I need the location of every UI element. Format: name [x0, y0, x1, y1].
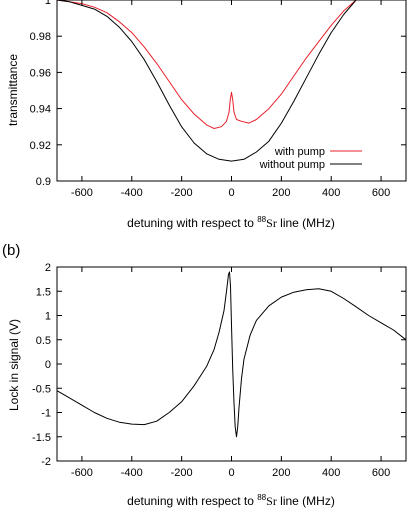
transmittance-x-axis-label: detuning with respect to 88Sr line (MHz)	[127, 215, 335, 230]
y-tick-label: 0.98	[30, 31, 51, 43]
x-label-element: Sr	[266, 216, 277, 230]
x-tick-label: -200	[171, 467, 193, 479]
y-tick-label: 1	[45, 0, 51, 7]
lock-in-plot-frame	[56, 266, 407, 462]
series-line-without-pump	[56, 0, 357, 162]
x-tick-label: 200	[272, 467, 290, 479]
x-label-isotope: 88	[257, 215, 266, 224]
y-tick-label: 0.5	[36, 335, 51, 347]
y-tick-label: 1.5	[36, 286, 51, 298]
x-label-suffix: line (MHz)	[277, 494, 335, 508]
x-label-isotope: 88	[257, 493, 266, 502]
y-tick-label: -1	[41, 408, 51, 420]
transmittance-y-axis-label: transmittance	[6, 54, 20, 126]
x-label-prefix: detuning with respect to	[127, 494, 257, 508]
x-tick-label: -400	[121, 187, 143, 199]
x-label-suffix: line (MHz)	[277, 216, 335, 230]
y-tick-label: 2	[45, 262, 51, 274]
x-tick-label: -600	[71, 467, 93, 479]
lock-in-chart: -600 -400 -200 0 200 400 600 -2 -1.5 -1 -0.5 0 0.5 1…	[7, 262, 407, 508]
x-tick-label: 600	[372, 467, 390, 479]
panel-b-label: (b)	[2, 242, 20, 259]
x-tick-label: 600	[372, 187, 390, 199]
transmittance-plot-frame	[56, 0, 407, 182]
x-tick-label: -200	[171, 187, 193, 199]
x-tick-label: -600	[71, 187, 93, 199]
y-tick-label: 0.96	[30, 67, 51, 79]
series-line-with-pump	[56, 0, 357, 129]
series-line-signal	[56, 271, 407, 438]
y-tick-label: 0.9	[36, 176, 51, 188]
x-tick-label: 0	[228, 187, 234, 199]
y-tick-label: 1	[45, 311, 51, 323]
x-tick-label: 200	[272, 187, 290, 199]
y-tick-label: 0.92	[30, 140, 51, 152]
y-tick-label: -1.5	[32, 432, 51, 444]
legend-label-with-pump: with pump	[274, 146, 325, 158]
transmittance-chart: -600 -400 -200 0 200 400 600 0.9 0.92 0.94 0.96 0.…	[6, 0, 407, 230]
x-tick-label: 400	[322, 187, 340, 199]
legend: with pump without pump	[259, 146, 362, 171]
x-tick-label: 400	[322, 467, 340, 479]
y-tick-label: 0	[45, 359, 51, 371]
lock-in-y-axis-label: Lock in signal (V)	[7, 319, 21, 411]
y-tick-label: -0.5	[32, 383, 51, 395]
y-tick-label: 0.94	[30, 104, 51, 116]
lock-in-x-axis-label: detuning with respect to 88Sr line (MHz)	[127, 493, 335, 508]
x-label-prefix: detuning with respect to	[127, 216, 257, 230]
y-tick-label: -2	[41, 456, 51, 468]
x-tick-label: 0	[228, 467, 234, 479]
x-tick-label: -400	[121, 467, 143, 479]
x-label-element: Sr	[266, 494, 277, 508]
legend-label-without-pump: without pump	[259, 159, 325, 171]
